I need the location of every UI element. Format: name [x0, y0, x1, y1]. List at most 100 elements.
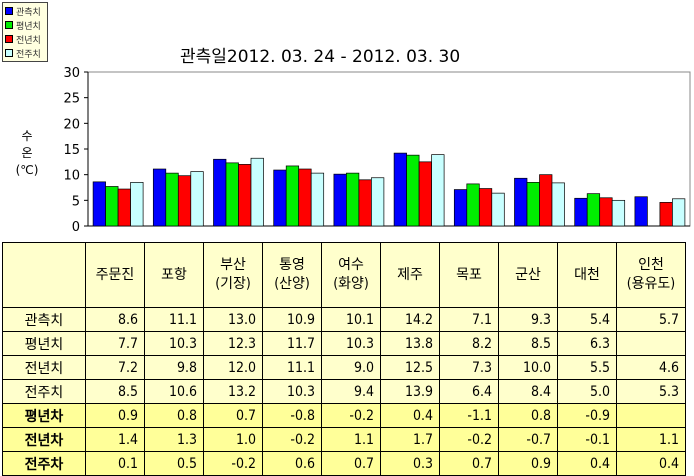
- table-cell: 1.7: [380, 427, 440, 452]
- chart-title: 관측일2012. 03. 24 - 2012. 03. 30: [180, 47, 461, 67]
- table-cell: 1.1: [321, 427, 381, 452]
- bar-평년치: [105, 186, 119, 227]
- table-cell: 11.1: [144, 307, 204, 332]
- table-cell: 1.3: [144, 427, 204, 452]
- station-header: 부산 (기장): [203, 242, 263, 308]
- bar-관측치: [333, 173, 347, 227]
- table-cell: 7.2: [85, 355, 145, 380]
- bar-평년치: [285, 165, 300, 227]
- table-cell: 0.8: [498, 403, 558, 428]
- legend-swatch: [5, 49, 13, 57]
- bar-평년치: [225, 162, 239, 227]
- station-header: 여수 (화양): [321, 242, 381, 308]
- table-cell: 13.8: [380, 331, 440, 356]
- bar-관측치: [514, 177, 528, 227]
- row-label: 관측치: [2, 307, 86, 332]
- bar-관측치: [273, 169, 287, 227]
- bar-평년치: [165, 172, 179, 227]
- bar-전주치: [190, 171, 204, 227]
- bar-평년치: [586, 193, 601, 227]
- y-tick-label: 30: [63, 66, 80, 81]
- table-cell: 12.3: [203, 331, 263, 356]
- table-cell: 1.0: [203, 427, 263, 452]
- table-cell: 11.1: [262, 355, 322, 380]
- table-header-row: 주문진 포항 부산 (기장) 통영 (산양) 여수 (화양) 제주 목포 군산 대천 인천 (용유도): [2, 242, 686, 308]
- station-name: 군산: [515, 266, 541, 283]
- row-label: 평년치: [2, 331, 86, 356]
- bar-전주치: [371, 177, 385, 227]
- y-tick-label: 15: [63, 143, 80, 158]
- station-subname: (기장): [215, 276, 251, 292]
- bar-전년치: [358, 179, 372, 227]
- bar-전년치: [539, 174, 553, 227]
- station-name: 주문진: [95, 266, 135, 283]
- station-name: 제주: [397, 266, 423, 283]
- y-tick-label: 20: [63, 117, 80, 132]
- table-row: 평년치 7.7 10.3 12.3 11.7 10.3 13.8 8.2 8.5 6.3: [2, 331, 686, 356]
- table-cell: 13.2: [203, 379, 263, 404]
- legend-label: 전주치: [16, 49, 41, 60]
- y-axis-label-line: 수: [21, 129, 33, 143]
- table-cell: 1.4: [85, 427, 145, 452]
- bar-관측치: [213, 158, 227, 227]
- station-name: 포항: [161, 266, 187, 283]
- table-cell: 7.1: [439, 307, 499, 332]
- table-cell: 9.0: [321, 355, 381, 380]
- table-row: 전년치 7.2 9.8 12.0 11.1 9.0 12.5 7.3 10.0 5.5 4.6: [2, 355, 686, 380]
- legend-swatch: [5, 21, 13, 29]
- station-header: 인천 (용유도): [616, 242, 686, 308]
- table-cell: 10.1: [321, 307, 381, 332]
- station-header: 군산: [498, 242, 558, 308]
- bar-전주치: [310, 172, 325, 227]
- bar-평년치: [466, 183, 480, 227]
- table-cell: 5.0: [557, 379, 617, 404]
- table-cell: 5.5: [557, 355, 617, 380]
- table-cell: 8.5: [85, 379, 145, 404]
- table-cell: 8.6: [85, 307, 145, 332]
- station-header: 통영 (산양): [262, 242, 322, 308]
- table-cell: 5.7: [616, 307, 686, 332]
- corner-cell: [2, 242, 86, 308]
- table-cell: -0.1: [557, 427, 617, 452]
- legend-item: 전주치: [5, 46, 45, 60]
- table-cell: 6.3: [557, 331, 617, 356]
- station-subname: (용유도): [626, 276, 676, 292]
- legend-item: 관측치: [5, 4, 45, 18]
- row-label: 전년치: [2, 355, 86, 380]
- legend-item: 전년치: [5, 32, 45, 46]
- bar-전주치: [491, 192, 505, 227]
- legend-label: 관측치: [16, 7, 41, 18]
- data-table: 주문진 포항 부산 (기장) 통영 (산양) 여수 (화양) 제주 목포 군산 대천 인천 (용유도) 관측…: [2, 242, 686, 476]
- table-cell: 10.3: [321, 331, 381, 356]
- station-subname: (산양): [274, 276, 310, 292]
- table-cell: [616, 331, 686, 356]
- y-tick-label: 10: [63, 169, 80, 184]
- table-cell: 1.1: [616, 427, 686, 452]
- table-cell: 0.9: [85, 403, 145, 428]
- legend-item: 평년치: [5, 18, 45, 32]
- y-tick-label: 0: [72, 220, 80, 235]
- table-cell: 7.3: [439, 355, 499, 380]
- table-cell: [616, 403, 686, 428]
- y-axis-label: 수 온 (℃): [14, 128, 40, 179]
- table-cell: -0.2: [321, 403, 381, 428]
- bar-전주치: [130, 182, 144, 227]
- station-name: 목포: [456, 266, 482, 283]
- table-cell: 10.6: [144, 379, 204, 404]
- bar-전주치: [431, 154, 445, 227]
- table-cell: 9.4: [321, 379, 381, 404]
- table-cell: 10.3: [262, 379, 322, 404]
- table-cell: 0.8: [144, 403, 204, 428]
- table-cell: 9.8: [144, 355, 204, 380]
- bar-전년치: [659, 202, 673, 227]
- bar-관측치: [393, 152, 407, 227]
- table-cell: 0.7: [203, 403, 263, 428]
- table-cell: 8.5: [498, 331, 558, 356]
- legend-swatch: [5, 7, 13, 15]
- bar-전년치: [177, 175, 192, 227]
- table-cell: 13.0: [203, 307, 263, 332]
- table-cell: 4.6: [616, 355, 686, 380]
- table-cell: 0.4: [380, 403, 440, 428]
- bar-전년치: [599, 197, 613, 227]
- table-cell: 10.3: [144, 331, 204, 356]
